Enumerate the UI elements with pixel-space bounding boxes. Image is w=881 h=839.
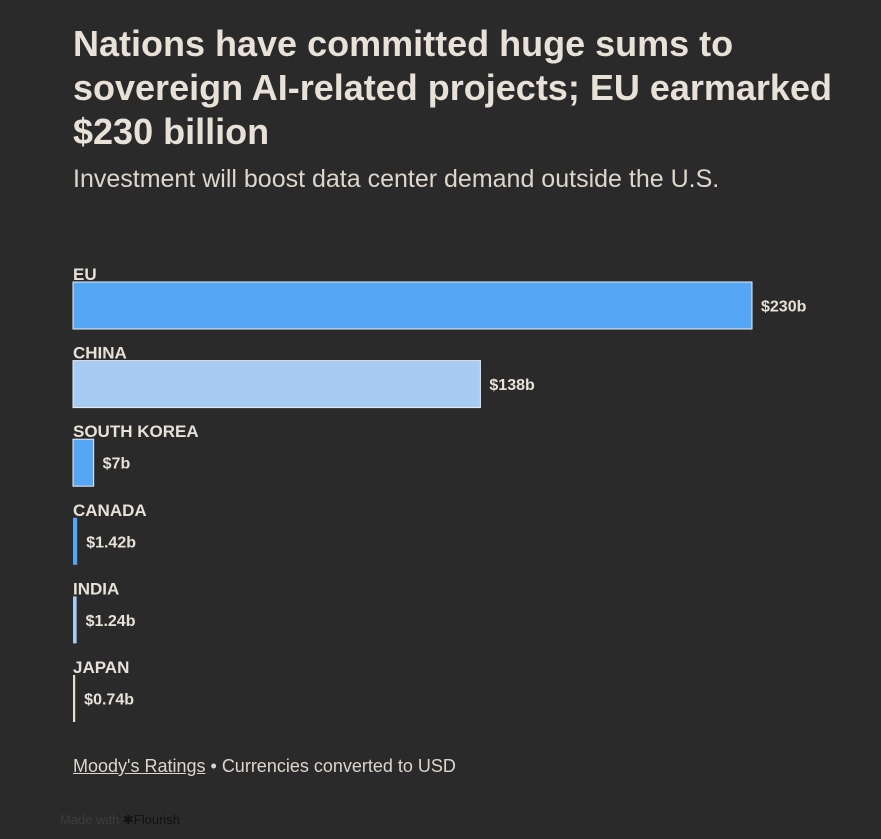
flourish-brand: Flourish (133, 812, 181, 827)
category-label-south-korea: SOUTH KOREA (73, 422, 199, 441)
category-label-japan: JAPAN (73, 658, 129, 677)
bar-china[interactable] (72, 360, 481, 409)
value-label-south-korea: $7b (103, 456, 131, 473)
value-label-china: $138b (489, 377, 535, 394)
source-link[interactable]: Moody's Ratings (73, 756, 206, 776)
bar-japan[interactable] (73, 675, 76, 722)
made-with-text: Made with (60, 812, 120, 827)
chart-subtitle: Investment will boost data center demand… (73, 165, 720, 193)
bar-canada[interactable] (73, 517, 78, 565)
value-label-japan: $0.74b (84, 692, 134, 709)
value-label-india: $1.24b (86, 613, 136, 630)
asterisk-icon: ✱ (122, 812, 134, 827)
category-label-india: INDIA (73, 579, 119, 598)
bar-eu[interactable] (72, 281, 753, 330)
footer-separator: • (205, 756, 222, 776)
category-label-canada: CANADA (73, 501, 147, 520)
footer-note: Currencies converted to USD (221, 756, 456, 776)
category-label-eu: EU (73, 265, 97, 284)
category-label-china: CHINA (73, 344, 127, 363)
source-footer: Moody's Ratings • Currencies converted t… (73, 754, 456, 778)
bar-india[interactable] (73, 596, 77, 644)
bar-south-korea[interactable] (72, 438, 95, 487)
value-label-canada: $1.42b (86, 534, 136, 551)
made-with-flourish[interactable]: Made with ✱Flourish (60, 811, 180, 829)
value-label-eu: $230b (761, 299, 807, 316)
chart-title: Nations have committed huge sums to sove… (73, 23, 832, 152)
